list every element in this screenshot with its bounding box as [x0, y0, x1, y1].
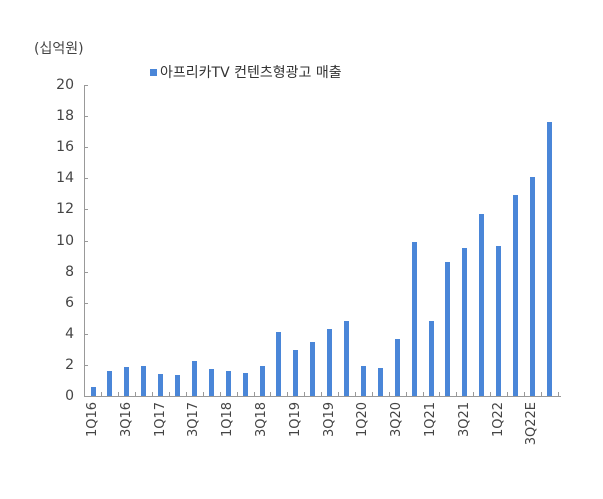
x-tick-mark	[507, 392, 509, 396]
unit-label: (십억원)	[34, 41, 84, 57]
x-tick-label: 1Q19	[287, 402, 303, 438]
x-axis	[84, 396, 561, 397]
y-tick-label: 20	[56, 77, 74, 93]
x-tick-mark	[439, 392, 441, 396]
x-tick-label: 3Q20	[389, 402, 405, 438]
bar	[344, 320, 349, 396]
x-tick-label: 3Q22E	[524, 402, 540, 446]
x-tick-mark	[304, 392, 306, 396]
bar	[377, 368, 383, 396]
y-tick-mark	[84, 364, 88, 366]
bar	[513, 195, 518, 396]
y-tick-mark	[84, 271, 88, 273]
x-tick-mark	[540, 392, 542, 396]
x-tick-mark	[287, 392, 289, 396]
y-tick-label: 16	[56, 139, 74, 156]
x-tick-mark	[405, 392, 407, 396]
x-tick-mark	[135, 392, 137, 396]
y-axis	[84, 85, 85, 396]
bar	[107, 371, 113, 396]
legend-swatch-icon	[150, 68, 157, 76]
x-tick-label: 3Q17	[186, 402, 202, 438]
bar	[428, 321, 434, 396]
x-tick-mark	[152, 392, 154, 396]
x-tick-label: 3Q19	[321, 402, 337, 438]
x-tick-label: 1Q17	[152, 402, 168, 438]
bar	[445, 262, 451, 396]
x-tick-mark	[490, 392, 492, 396]
x-tick-label: 1Q18	[220, 402, 236, 438]
bar	[479, 214, 485, 396]
bar	[293, 350, 299, 396]
x-tick-mark	[422, 392, 424, 396]
bar	[529, 176, 535, 396]
bar	[208, 368, 214, 396]
bar	[124, 367, 130, 396]
y-tick-mark	[84, 178, 88, 180]
x-tick-mark	[473, 392, 475, 396]
x-tick-label: 1Q22	[490, 402, 506, 438]
bar	[310, 342, 316, 396]
y-tick-mark	[84, 147, 88, 149]
x-tick-mark	[270, 392, 272, 396]
y-tick-label: 14	[56, 170, 74, 187]
y-tick-label: 0	[65, 388, 74, 404]
x-tick-mark	[456, 392, 458, 396]
y-tick-label: 4	[65, 325, 74, 342]
bar	[411, 242, 417, 396]
x-tick-label: 1Q20	[355, 402, 371, 438]
x-tick-mark	[338, 392, 340, 396]
y-tick-mark	[84, 240, 88, 242]
x-tick-label: 3Q18	[254, 402, 269, 438]
x-tick-mark	[118, 392, 120, 396]
x-tick-mark	[557, 392, 559, 396]
bar	[158, 374, 164, 396]
y-tick-mark	[84, 85, 88, 86]
y-tick-label: 2	[65, 356, 74, 373]
bar	[191, 361, 197, 396]
x-tick-mark	[321, 392, 323, 396]
bar	[360, 366, 366, 396]
y-tick-mark	[84, 116, 88, 118]
y-tick-label: 18	[56, 108, 74, 125]
bar	[225, 371, 231, 396]
y-tick-mark	[84, 302, 88, 304]
x-tick-mark	[219, 392, 221, 396]
bar	[259, 366, 265, 396]
bar	[175, 375, 180, 396]
bar	[90, 386, 96, 396]
x-tick-mark	[169, 392, 171, 396]
x-tick-label: 3Q16	[118, 402, 134, 438]
x-tick-mark	[523, 392, 525, 396]
x-tick-mark	[202, 392, 204, 396]
x-tick-label: 3Q21	[456, 402, 472, 438]
y-tick-label: 6	[65, 294, 74, 311]
x-tick-label: 1Q21	[423, 402, 438, 438]
bar	[462, 248, 468, 396]
y-tick-mark	[84, 209, 88, 211]
x-tick-mark	[185, 392, 187, 396]
bar	[546, 122, 552, 396]
legend-label: 아프리카TV 컨텐츠형광고 매출	[160, 65, 342, 81]
y-tick-label: 8	[65, 263, 74, 280]
x-tick-mark	[101, 392, 103, 396]
bar	[141, 365, 147, 396]
x-tick-mark	[236, 392, 238, 396]
bar	[496, 245, 502, 396]
y-tick-label: 12	[56, 201, 74, 218]
bar	[327, 329, 333, 396]
y-tick-label: 10	[56, 232, 74, 249]
x-tick-mark	[253, 392, 255, 396]
x-tick-label: 1Q16	[85, 402, 100, 438]
bar	[394, 339, 400, 396]
x-tick-mark	[354, 392, 356, 396]
x-tick-mark	[388, 392, 390, 396]
y-tick-mark	[84, 333, 88, 335]
bar	[276, 332, 282, 396]
bar	[242, 372, 248, 396]
legend: 아프리카TV 컨텐츠형광고 매출	[150, 62, 342, 82]
x-tick-mark	[371, 392, 373, 396]
